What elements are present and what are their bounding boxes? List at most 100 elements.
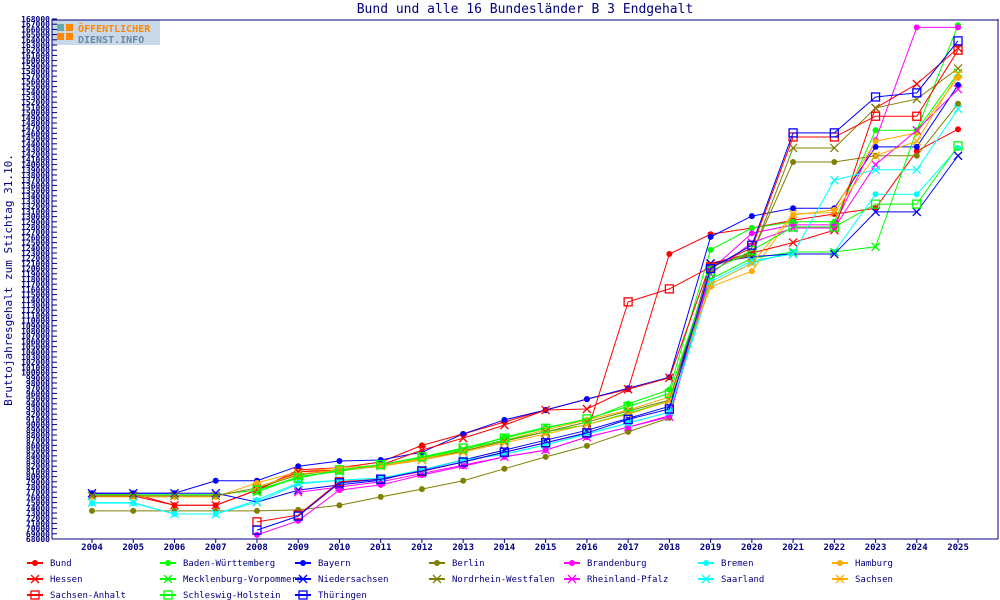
legend-item: Schleswig-Holstein bbox=[160, 590, 281, 600]
series-baden-w-rttemberg bbox=[89, 22, 962, 498]
y-tick-label: 151000 bbox=[21, 103, 50, 112]
y-tick-label: 148000 bbox=[21, 119, 50, 128]
y-tick-label: 99000 bbox=[26, 374, 50, 383]
legend-marker bbox=[163, 574, 173, 584]
x-tick-label: 2007 bbox=[205, 543, 227, 553]
x-tick-label: 2018 bbox=[659, 543, 681, 553]
y-tick-label: 73000 bbox=[26, 509, 50, 518]
series-line bbox=[92, 147, 959, 515]
data-point bbox=[130, 507, 137, 514]
series-sachsen-anhalt bbox=[252, 45, 963, 527]
data-point bbox=[790, 159, 797, 165]
legend-marker bbox=[300, 560, 306, 566]
y-axis-label: Bruttojahresgehalt zum Stichtag 31.10. bbox=[2, 154, 15, 406]
data-point bbox=[541, 429, 551, 439]
y-tick-label: 132000 bbox=[21, 202, 50, 211]
y-tick-label: 167000 bbox=[21, 20, 50, 29]
chart-title: Bund und alle 16 Bundesländer B 3 Endgeh… bbox=[357, 2, 694, 17]
y-tick-label: 166000 bbox=[21, 25, 50, 34]
y-tick-label: 129000 bbox=[21, 218, 50, 227]
data-point bbox=[542, 453, 549, 460]
legend-item: Berlin bbox=[429, 559, 485, 569]
y-tick-label: 119000 bbox=[21, 270, 50, 279]
data-point bbox=[748, 225, 755, 232]
data-point bbox=[913, 143, 920, 150]
y-tick-label: 106000 bbox=[21, 337, 50, 346]
series-line bbox=[256, 26, 959, 536]
data-point bbox=[705, 263, 716, 274]
data-point bbox=[623, 422, 633, 432]
legend-item: Rheinland-Pfalz bbox=[564, 574, 668, 585]
y-tick-label: 147000 bbox=[21, 124, 50, 133]
data-point bbox=[829, 249, 839, 259]
data-point bbox=[788, 249, 798, 259]
x-tick-label: 2020 bbox=[741, 543, 763, 553]
data-point bbox=[460, 430, 467, 437]
data-point bbox=[623, 414, 633, 425]
y-tick-label: 159000 bbox=[21, 62, 50, 71]
legend-label: Mecklenburg-Vorpommern bbox=[183, 575, 302, 585]
legend-label: Nordrhein-Westfalen bbox=[452, 575, 555, 585]
legend-label: Brandenburg bbox=[587, 559, 647, 569]
data-point bbox=[582, 414, 592, 424]
series-line bbox=[92, 155, 959, 503]
legend-label: Thüringen bbox=[318, 591, 367, 600]
legend-item: Sachsen-Anhalt bbox=[27, 590, 126, 600]
legend-marker bbox=[30, 590, 40, 600]
legend-label: Bayern bbox=[318, 559, 351, 569]
y-tick-label: 156000 bbox=[21, 77, 50, 86]
legend-item: Nordrhein-Westfalen bbox=[429, 574, 555, 585]
data-point bbox=[582, 404, 592, 414]
x-tick-label: 2008 bbox=[246, 543, 268, 553]
data-point bbox=[955, 82, 962, 89]
legend-label: Sachsen-Anhalt bbox=[50, 591, 126, 600]
x-tick-label: 2015 bbox=[535, 543, 557, 553]
legend-label: Niedersachsen bbox=[318, 575, 388, 585]
data-point bbox=[871, 242, 881, 252]
data-point bbox=[499, 438, 509, 448]
y-tick-label: 86000 bbox=[26, 441, 50, 450]
data-point bbox=[829, 175, 839, 185]
data-point bbox=[748, 213, 755, 220]
data-point bbox=[336, 502, 343, 509]
series-niedersachsen bbox=[87, 151, 963, 507]
legend-label: Sachsen bbox=[855, 575, 893, 585]
data-point bbox=[912, 207, 922, 217]
y-tick-label: 72000 bbox=[26, 514, 50, 523]
data-point bbox=[912, 199, 922, 209]
data-point bbox=[623, 384, 633, 394]
series-th-ringen bbox=[252, 36, 963, 535]
legend-label: Bremen bbox=[721, 559, 754, 569]
x-tick-label: 2016 bbox=[576, 543, 598, 553]
data-point bbox=[829, 222, 839, 232]
y-tick-label: 127000 bbox=[21, 228, 50, 237]
data-point bbox=[499, 433, 510, 443]
x-tick-label: 2011 bbox=[370, 543, 392, 553]
y-tick-label: 162000 bbox=[21, 46, 50, 55]
data-point bbox=[829, 207, 839, 217]
x-tick-label: 2022 bbox=[823, 543, 845, 553]
y-tick-label: 85000 bbox=[26, 447, 50, 456]
data-point bbox=[666, 251, 673, 258]
data-point bbox=[128, 491, 138, 501]
data-point bbox=[293, 487, 303, 497]
data-point bbox=[253, 531, 260, 538]
data-point bbox=[336, 487, 343, 494]
data-point bbox=[501, 416, 508, 423]
legend-marker bbox=[703, 560, 709, 566]
data-point bbox=[418, 486, 425, 493]
series-line bbox=[92, 77, 959, 498]
y-tick-label: 77000 bbox=[26, 488, 50, 497]
y-tick-label: 160000 bbox=[21, 57, 50, 66]
data-point bbox=[953, 69, 963, 79]
y-tick-label: 139000 bbox=[21, 166, 50, 175]
x-tick-label: 2014 bbox=[494, 543, 516, 553]
series-line bbox=[256, 72, 959, 493]
y-tick-label: 118000 bbox=[21, 275, 50, 284]
y-tick-label: 107000 bbox=[21, 332, 50, 341]
legend-marker bbox=[165, 560, 171, 566]
data-point bbox=[872, 127, 879, 134]
data-point bbox=[582, 420, 592, 430]
data-point bbox=[334, 478, 345, 488]
